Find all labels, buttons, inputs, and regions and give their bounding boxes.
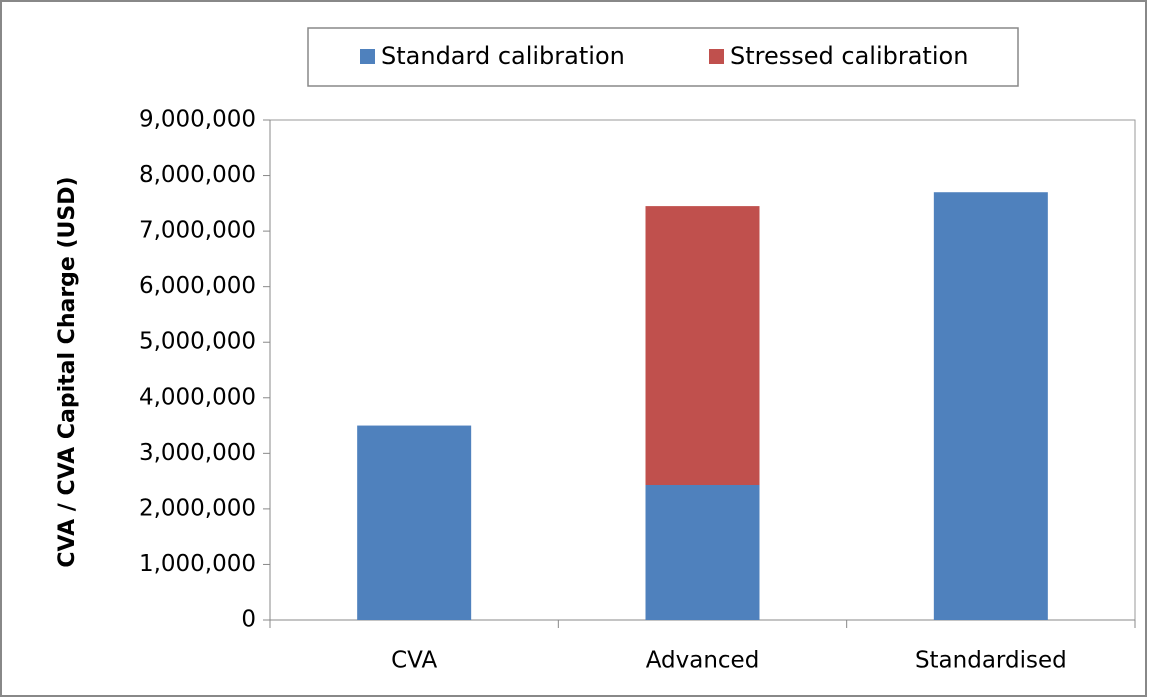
y-tick-label: 0 — [241, 607, 256, 633]
y-tick-label: 5,000,000 — [139, 329, 256, 355]
y-tick-label: 9,000,000 — [139, 107, 256, 133]
y-tick-label: 4,000,000 — [139, 384, 256, 410]
bar-segment — [645, 206, 760, 485]
x-tick-label: Advanced — [646, 648, 760, 674]
legend-swatch — [360, 49, 375, 64]
y-tick-label: 2,000,000 — [139, 495, 256, 521]
legend-box — [307, 27, 1019, 87]
legend-label: Stressed calibration — [730, 42, 968, 70]
y-tick-label: 3,000,000 — [139, 440, 256, 466]
y-tick-label: 7,000,000 — [139, 218, 256, 244]
bar-segment — [645, 485, 760, 620]
y-tick-label: 8,000,000 — [139, 162, 256, 188]
legend-swatch — [709, 49, 724, 64]
y-tick-label: 1,000,000 — [139, 551, 256, 577]
legend-label: Standard calibration — [381, 42, 625, 70]
x-tick-label: Standardised — [915, 648, 1067, 674]
bar-segment — [357, 425, 472, 620]
y-axis-title: CVA / CVA Capital Charge (USD) — [55, 176, 80, 567]
y-tick-label: 6,000,000 — [139, 273, 256, 299]
x-tick-label: CVA — [391, 648, 437, 674]
bar-segment — [933, 192, 1048, 620]
